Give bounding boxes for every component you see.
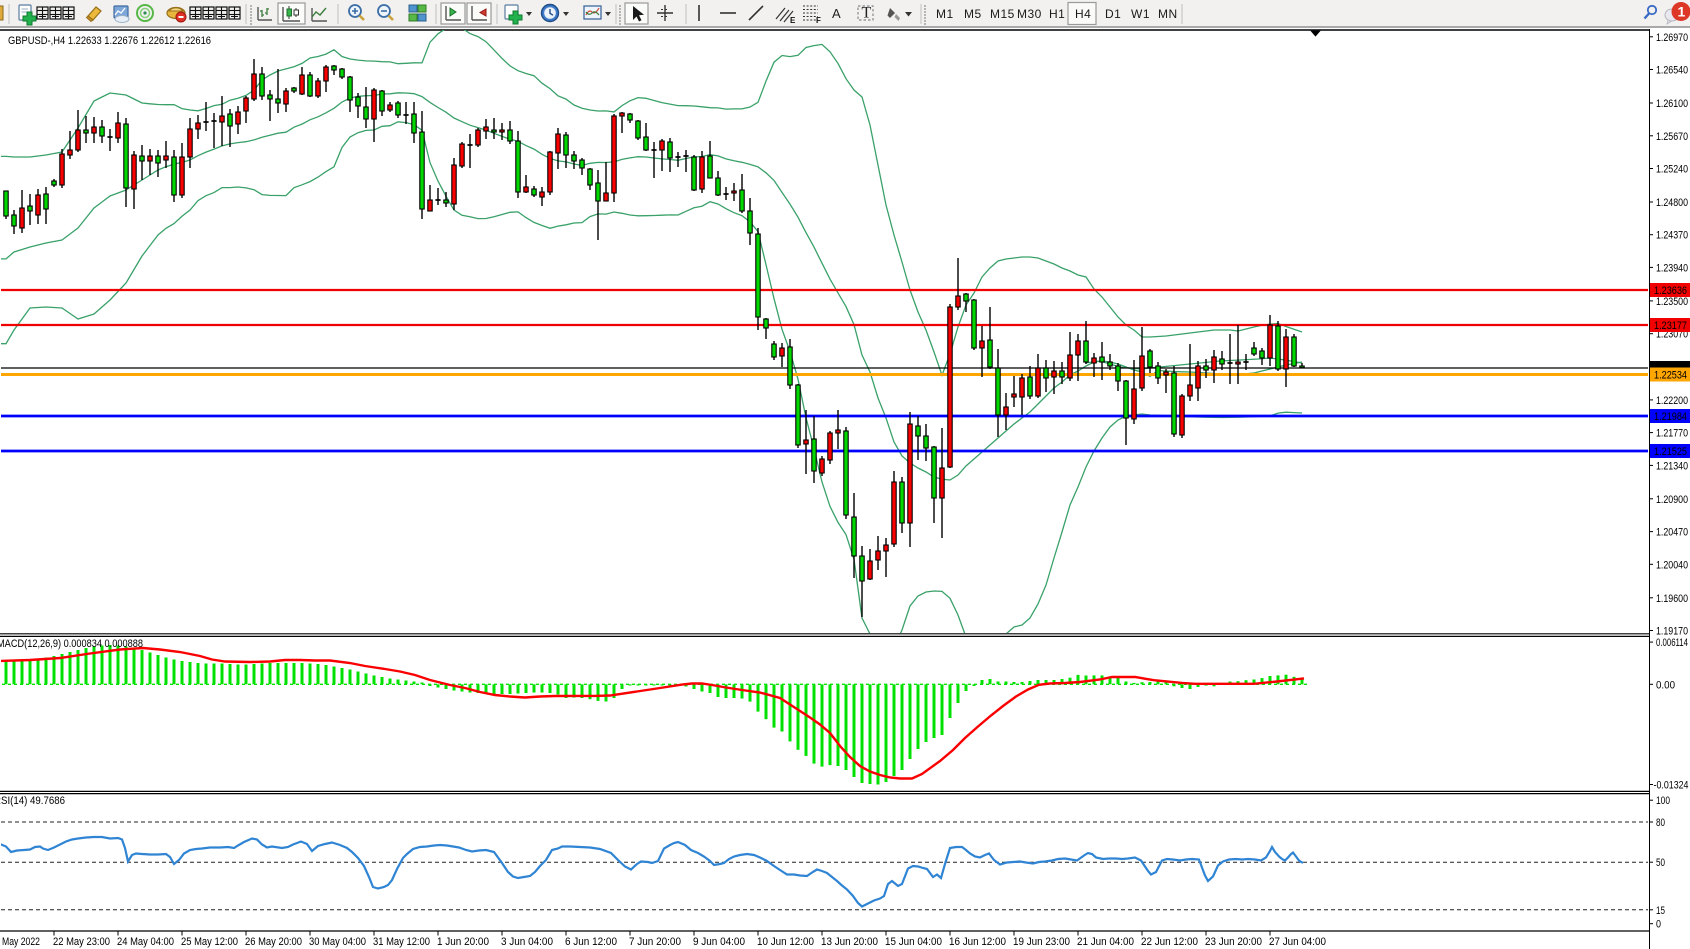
svg-text:27 Jun 04:00: 27 Jun 04:00 (1269, 936, 1326, 948)
svg-text:M5: M5 (964, 7, 982, 21)
svg-text:25 May 12:00: 25 May 12:00 (181, 936, 238, 948)
svg-text:MN: MN (1158, 7, 1178, 21)
svg-text:24 May 04:00: 24 May 04:00 (117, 936, 174, 948)
svg-text:1.20470: 1.20470 (1656, 527, 1688, 539)
svg-text:31 May 12:00: 31 May 12:00 (373, 936, 430, 948)
svg-text:50: 50 (1656, 857, 1665, 869)
svg-text:1.21984: 1.21984 (1654, 411, 1687, 423)
svg-text:F: F (816, 16, 821, 25)
svg-text:22 May 23:00: 22 May 23:00 (53, 936, 110, 948)
svg-text:3 Jun 04:00: 3 Jun 04:00 (501, 936, 553, 948)
svg-text:MACD(12,26,9) 0.000834 0.00088: MACD(12,26,9) 0.000834 0.000888 (0, 638, 143, 650)
svg-text:100: 100 (1656, 795, 1670, 807)
svg-text:6 Jun 12:00: 6 Jun 12:00 (565, 936, 617, 948)
svg-text:H4: H4 (1075, 7, 1091, 21)
svg-text:1.26970: 1.26970 (1656, 32, 1688, 44)
svg-text:1.21525: 1.21525 (1654, 446, 1687, 458)
svg-text:A: A (832, 6, 841, 21)
svg-text:1.25240: 1.25240 (1656, 163, 1688, 175)
svg-text:1.20900: 1.20900 (1656, 494, 1688, 506)
svg-text:1.22534: 1.22534 (1654, 370, 1687, 382)
svg-text:1.19170: 1.19170 (1656, 626, 1688, 638)
svg-text:M30: M30 (1017, 7, 1042, 21)
svg-text:1.19600: 1.19600 (1656, 593, 1688, 605)
svg-text:23 Jun 20:00: 23 Jun 20:00 (1205, 936, 1262, 948)
svg-text:1.24800: 1.24800 (1656, 197, 1688, 209)
svg-text:22 Jun 12:00: 22 Jun 12:00 (1141, 936, 1198, 948)
svg-text:15: 15 (1656, 905, 1665, 917)
svg-text:T: T (862, 5, 872, 22)
svg-text:E: E (790, 16, 796, 25)
svg-text:19 Jun 23:00: 19 Jun 23:00 (1013, 936, 1070, 948)
svg-text:15 Jun 04:00: 15 Jun 04:00 (885, 936, 942, 948)
svg-text:30 May 04:00: 30 May 04:00 (309, 936, 366, 948)
svg-text:7 Jun 20:00: 7 Jun 20:00 (629, 936, 681, 948)
svg-text:16 Jun 12:00: 16 Jun 12:00 (949, 936, 1006, 948)
svg-text:M1: M1 (936, 7, 954, 21)
svg-text:-0.01324: -0.01324 (1654, 780, 1689, 792)
svg-text:1.23636: 1.23636 (1654, 285, 1687, 297)
svg-text:0.00: 0.00 (1656, 679, 1675, 691)
svg-text:80: 80 (1656, 817, 1665, 829)
svg-text:9 Jun 04:00: 9 Jun 04:00 (693, 936, 745, 948)
svg-text:1.23500: 1.23500 (1656, 296, 1688, 308)
svg-text:1.26540: 1.26540 (1656, 65, 1688, 77)
svg-text:1: 1 (1678, 4, 1686, 20)
svg-text:1.23177: 1.23177 (1654, 320, 1687, 332)
svg-text:21 Jun 04:00: 21 Jun 04:00 (1077, 936, 1134, 948)
svg-text:W1: W1 (1131, 7, 1150, 21)
svg-text:1.26100: 1.26100 (1656, 98, 1688, 110)
svg-text:RSI(14) 49.7686: RSI(14) 49.7686 (0, 795, 65, 807)
svg-text:May 2022: May 2022 (2, 936, 40, 948)
svg-text:0.006114: 0.006114 (1656, 637, 1688, 649)
svg-text:H1: H1 (1049, 7, 1065, 21)
svg-text:1.24370: 1.24370 (1656, 230, 1688, 242)
svg-text:1.23940: 1.23940 (1656, 262, 1688, 274)
svg-text:26 May 20:00: 26 May 20:00 (245, 936, 302, 948)
svg-text:1.25670: 1.25670 (1656, 131, 1688, 143)
svg-text:1.21770: 1.21770 (1656, 428, 1688, 440)
svg-text:GBPUSD-,H4 1.22633 1.22676 1.: GBPUSD-,H4 1.22633 1.22676 1.22612 1.226… (8, 35, 211, 47)
svg-text:1 Jun 20:00: 1 Jun 20:00 (437, 936, 489, 948)
svg-text:0: 0 (1656, 919, 1661, 931)
svg-text:10 Jun 12:00: 10 Jun 12:00 (757, 936, 814, 948)
svg-text:1.21340: 1.21340 (1656, 460, 1688, 472)
svg-text:M15: M15 (990, 7, 1015, 21)
svg-text:13 Jun 20:00: 13 Jun 20:00 (821, 936, 878, 948)
svg-text:1.22200: 1.22200 (1656, 395, 1688, 407)
svg-text:D1: D1 (1105, 7, 1121, 21)
svg-text:1.20040: 1.20040 (1656, 559, 1688, 571)
